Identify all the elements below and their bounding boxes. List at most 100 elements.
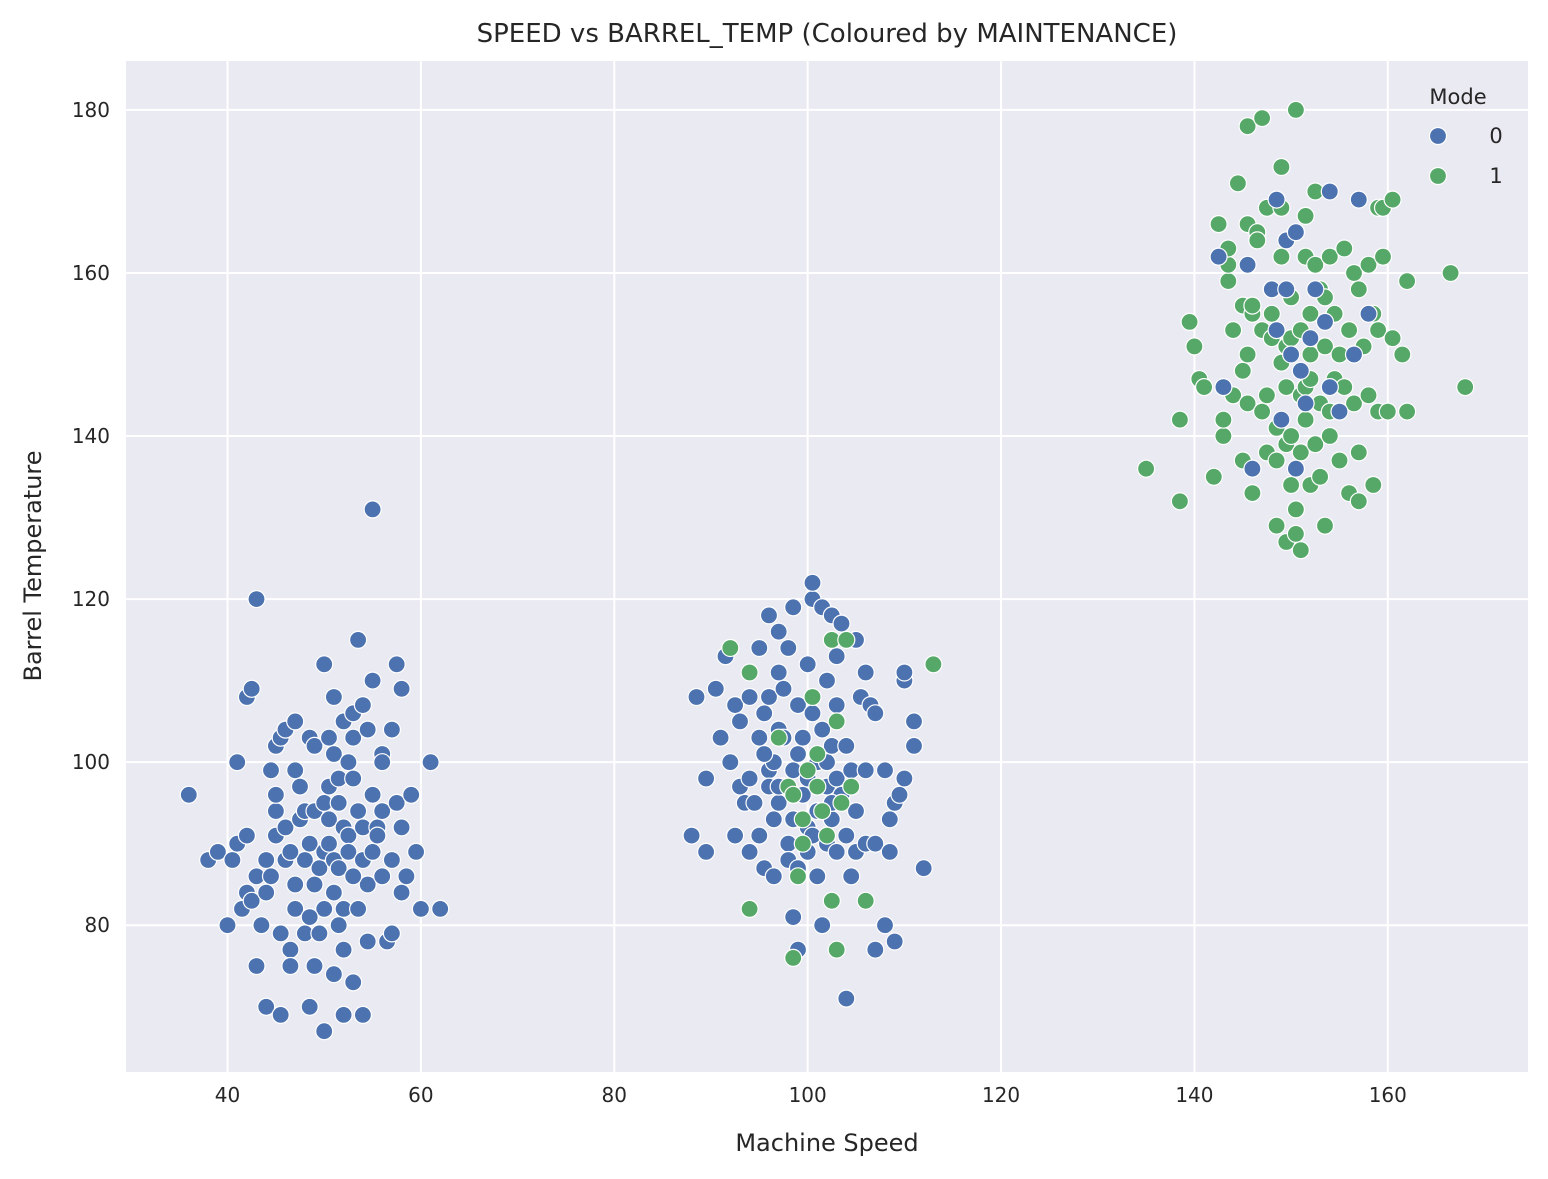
data-point-mode-0 (402, 785, 421, 804)
data-point-mode-0 (208, 842, 227, 862)
data-point-mode-1 (1281, 475, 1301, 495)
data-point-mode-1 (769, 728, 788, 747)
data-point-mode-1 (924, 655, 943, 674)
data-point-mode-0 (1281, 345, 1301, 364)
data-point-mode-1 (1248, 231, 1267, 250)
data-point-mode-0 (885, 932, 904, 951)
data-point-mode-0 (759, 687, 779, 707)
data-point-mode-0 (397, 867, 416, 886)
x-tick-label: 120 (982, 1083, 1020, 1107)
data-point-mode-0 (349, 899, 368, 919)
data-point-mode-0 (875, 916, 895, 935)
legend-label-1: 1 (1489, 164, 1502, 188)
data-point-mode-0 (421, 753, 440, 772)
data-point-mode-1 (856, 891, 875, 910)
data-point-mode-0 (817, 671, 837, 690)
data-point-mode-0 (774, 679, 793, 698)
data-point-mode-1 (1306, 255, 1325, 274)
data-point-mode-0 (842, 867, 861, 886)
data-point-mode-0 (827, 647, 846, 666)
data-point-mode-1 (1349, 443, 1368, 462)
data-point-mode-0 (784, 598, 803, 617)
data-point-mode-0 (1344, 345, 1364, 364)
data-point-mode-1 (788, 867, 808, 886)
data-point-mode-0 (344, 973, 363, 992)
data-point-mode-0 (315, 899, 334, 919)
data-point-mode-0 (295, 850, 314, 870)
data-point-mode-0 (286, 899, 305, 919)
data-point-mode-0 (290, 777, 310, 796)
y-tick-label: 140 (72, 424, 110, 448)
data-point-mode-0 (373, 867, 392, 886)
data-point-mode-1 (1170, 492, 1190, 511)
data-point-mode-1 (1272, 247, 1291, 266)
data-point-mode-0 (228, 753, 247, 772)
x-tick-label: 40 (215, 1083, 240, 1107)
data-point-mode-1 (1228, 174, 1248, 193)
data-point-mode-0 (866, 834, 885, 853)
data-point-mode-1 (1310, 467, 1330, 486)
data-point-mode-1 (822, 891, 841, 910)
data-point-mode-0 (837, 989, 856, 1008)
data-point-mode-0 (271, 924, 290, 943)
data-point-mode-0 (904, 736, 924, 756)
data-point-mode-0 (358, 875, 377, 894)
data-point-mode-1 (1170, 410, 1190, 429)
data-point-mode-0 (329, 793, 348, 813)
data-point-mode-0 (696, 769, 716, 788)
x-axis-title: Machine Speed (735, 1129, 918, 1157)
data-point-mode-1 (1315, 516, 1335, 535)
data-point-mode-0 (334, 1005, 353, 1025)
y-tick-label: 120 (72, 587, 110, 611)
data-point-mode-1 (740, 663, 759, 682)
data-point-mode-0 (319, 728, 339, 747)
data-point-mode-0 (706, 679, 725, 698)
data-point-mode-0 (252, 916, 271, 935)
chart-title: SPEED vs BARREL_TEMP (Coloured by MAINTE… (477, 19, 1178, 49)
data-point-mode-0 (353, 1005, 372, 1025)
data-point-mode-1 (1286, 500, 1306, 519)
data-point-mode-0 (257, 883, 276, 902)
data-point-mode-0 (266, 785, 285, 804)
data-point-mode-1 (1277, 378, 1296, 397)
data-point-mode-0 (798, 655, 817, 674)
data-point-mode-0 (1301, 329, 1320, 348)
data-point-mode-0 (1209, 247, 1228, 266)
data-point-mode-0 (764, 810, 783, 829)
data-point-mode-0 (237, 826, 256, 845)
data-point-mode-0 (730, 712, 750, 731)
data-point-mode-1 (1257, 386, 1277, 405)
x-tick-labels: 40 60 80 100 120 140 160 (215, 1083, 1407, 1107)
data-point-mode-1 (1262, 304, 1281, 323)
data-point-mode-0 (271, 1005, 290, 1025)
data-point-mode-0 (339, 842, 358, 862)
data-point-mode-1 (1209, 215, 1228, 234)
data-point-mode-0 (725, 695, 745, 715)
data-point-mode-1 (798, 761, 817, 780)
data-point-mode-0 (769, 622, 788, 641)
data-point-mode-0 (755, 744, 774, 764)
data-point-mode-1 (1344, 263, 1364, 283)
data-point-mode-1 (1378, 402, 1397, 421)
data-point-mode-1 (1383, 329, 1402, 348)
data-point-mode-0 (750, 638, 769, 658)
legend-title: Mode (1429, 85, 1486, 109)
data-point-mode-1 (1393, 345, 1412, 364)
data-point-mode-0 (895, 663, 914, 682)
data-point-mode-0 (740, 687, 759, 707)
data-point-mode-0 (846, 801, 866, 821)
data-point-mode-0 (682, 826, 701, 845)
data-point-mode-1 (808, 777, 827, 796)
data-point-mode-1 (1238, 117, 1257, 136)
data-point-mode-0 (310, 859, 329, 878)
data-point-mode-0 (344, 867, 363, 886)
data-point-mode-0 (895, 769, 914, 788)
data-point-mode-1 (1214, 410, 1233, 429)
data-point-mode-0 (242, 679, 261, 698)
data-point-mode-1 (1335, 239, 1354, 258)
data-point-mode-1 (1320, 426, 1339, 446)
data-point-mode-0 (247, 589, 266, 609)
data-point-mode-0 (257, 850, 276, 870)
data-point-mode-0 (305, 956, 324, 976)
